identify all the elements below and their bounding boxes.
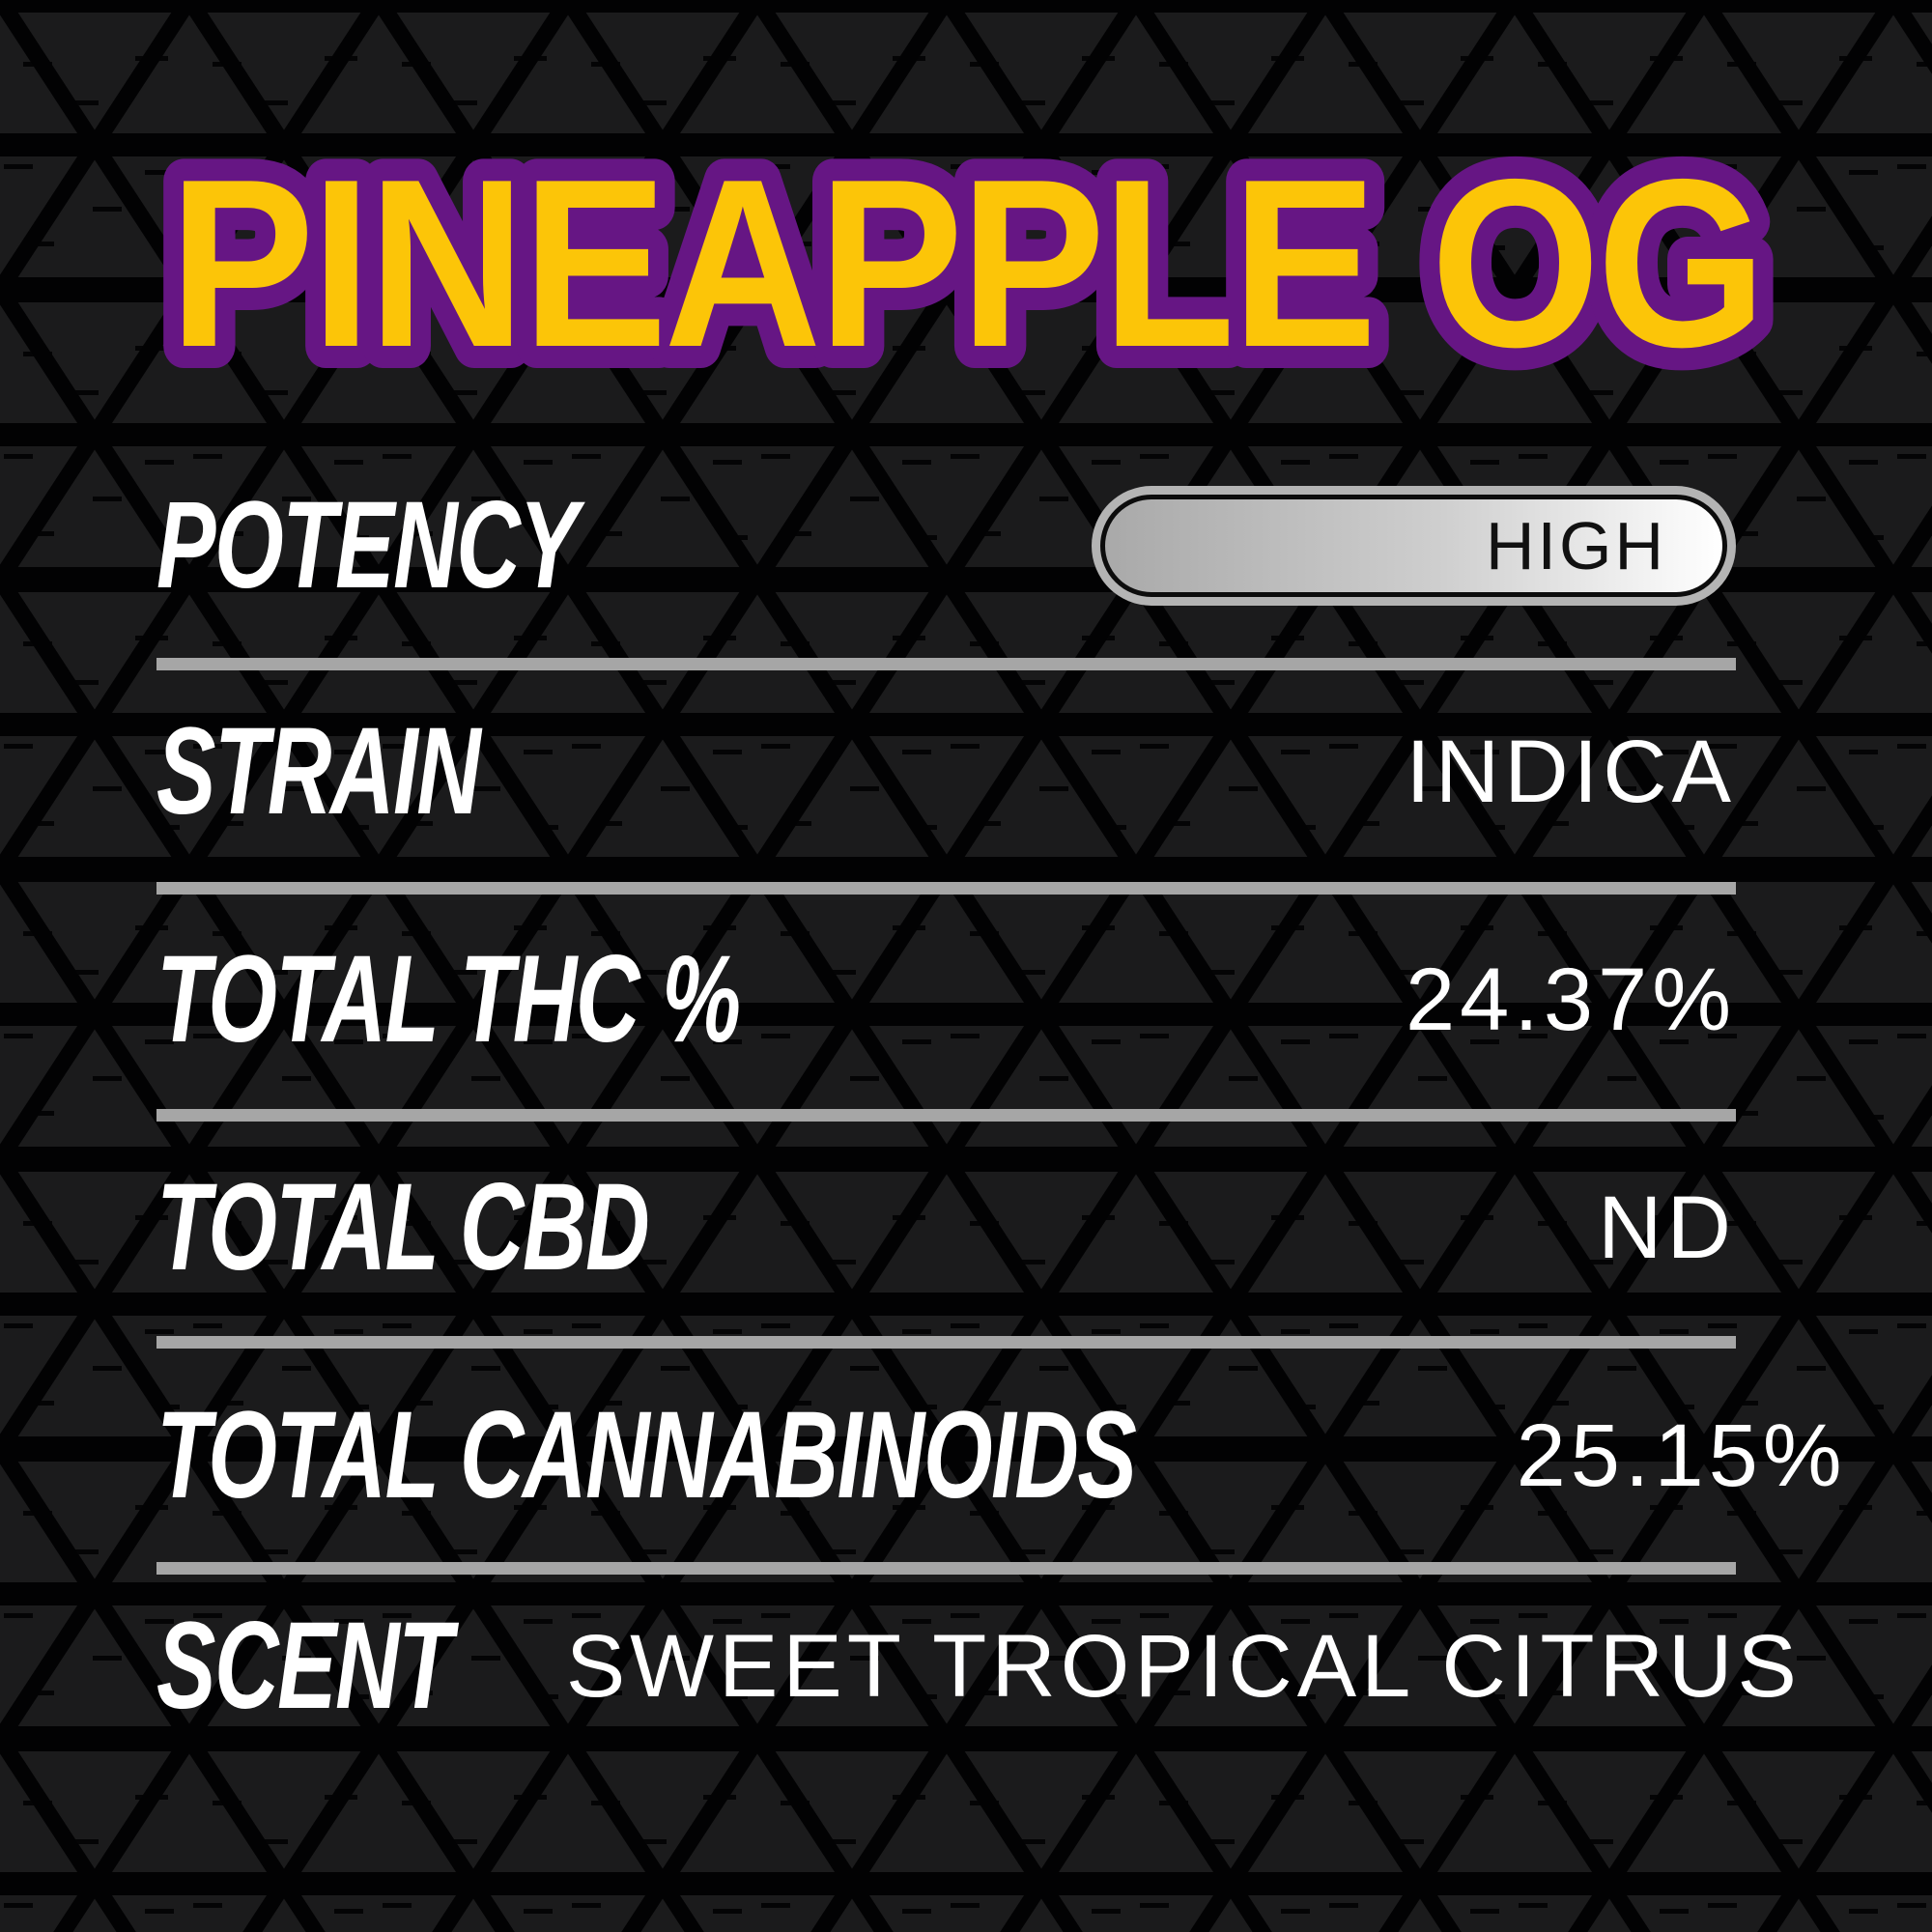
divider-1 [156, 658, 1736, 670]
total-cannabinoids-label: TOTAL CANNABINOIDS [156, 1394, 1517, 1518]
title-banner: PINEAPPLE OG [147, 106, 1789, 415]
divider-3 [156, 1109, 1736, 1122]
row-scent: SCENT SWEET TROPICAL CITRUS [156, 1584, 1797, 1748]
scent-label-text: SCENT [156, 1597, 453, 1735]
strain-label-text: STRAIN [156, 702, 481, 840]
potency-label: POTENCY [156, 484, 741, 608]
potency-badge-inner: HIGH [1100, 495, 1727, 597]
row-total-cannabinoids: TOTAL CANNABINOIDS 25.15% [156, 1374, 1842, 1538]
total-thc-label: TOTAL THC % [156, 938, 966, 1062]
total-cbd-label: TOTAL CBD [156, 1166, 839, 1290]
divider-5 [156, 1562, 1736, 1575]
divider-4 [156, 1336, 1736, 1349]
row-total-cbd: TOTAL CBD ND [156, 1146, 1736, 1310]
row-potency: POTENCY HIGH [156, 464, 1736, 628]
row-total-thc: TOTAL THC % 24.37% [156, 918, 1736, 1082]
strain-value: INDICA [1406, 723, 1736, 821]
row-strain: STRAIN INDICA [156, 690, 1736, 854]
scent-label: SCENT [156, 1605, 566, 1728]
total-thc-value: 24.37% [1405, 951, 1736, 1049]
total-thc-label-text: TOTAL THC % [156, 930, 741, 1068]
total-cbd-value: ND [1598, 1179, 1736, 1277]
scent-value: SWEET TROPICAL CITRUS [565, 1617, 1802, 1716]
divider-2 [156, 882, 1736, 895]
strain-label: STRAIN [156, 710, 605, 834]
potency-badge: HIGH [1092, 486, 1736, 606]
total-cbd-label-text: TOTAL CBD [156, 1158, 650, 1296]
total-cannabinoids-value: 25.15% [1516, 1406, 1847, 1505]
potency-badge-value: HIGH [1486, 508, 1666, 583]
total-cannabinoids-label-text: TOTAL CANNABINOIDS [156, 1386, 1137, 1524]
potency-label-text: POTENCY [156, 476, 579, 614]
page-title: PINEAPPLE OG [169, 128, 1763, 397]
